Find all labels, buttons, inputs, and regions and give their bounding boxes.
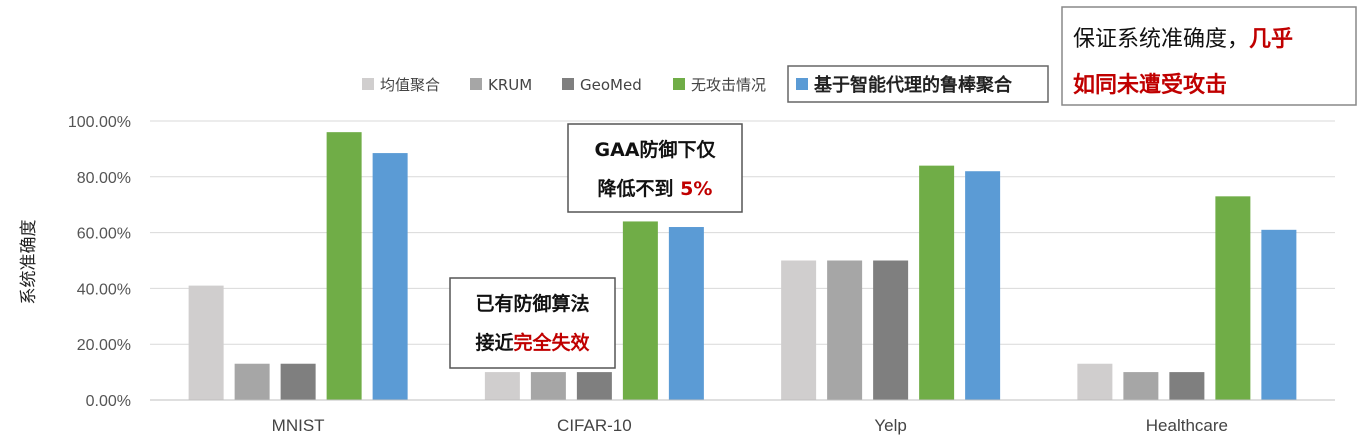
x-axis-categories: MNIST CIFAR-10 Yelp Healthcare <box>272 416 1228 435</box>
legend-label: 均值聚合 <box>380 76 440 94</box>
bars <box>188 132 1297 400</box>
legend-swatch <box>562 78 574 90</box>
x-category-label: Healthcare <box>1146 416 1228 435</box>
bar <box>781 260 817 400</box>
bar <box>827 260 863 400</box>
bar <box>484 372 520 400</box>
x-category-label: CIFAR-10 <box>557 416 632 435</box>
legend-label: 无攻击情况 <box>691 76 766 94</box>
y-tick-label: 80.00% <box>77 170 131 187</box>
annotation-box <box>567 123 743 213</box>
annotation-text: GAA防御下仅 <box>594 138 716 161</box>
annotation-text: 降低不到 5% <box>598 177 713 200</box>
bar <box>965 171 1001 400</box>
bar <box>1123 372 1159 400</box>
bar <box>919 165 955 400</box>
bar <box>280 363 316 400</box>
bar <box>1077 363 1113 400</box>
bar <box>622 221 658 400</box>
top-right-note-line2: 如同未遭受攻击 <box>1073 72 1227 98</box>
bar <box>873 260 909 400</box>
x-category-label: Yelp <box>874 416 906 435</box>
bar <box>372 153 408 400</box>
annotation-text: 已有防御算法 <box>475 292 589 315</box>
y-tick-label: 60.00% <box>77 226 131 243</box>
legend-swatch <box>362 78 374 90</box>
annotation-box <box>449 277 616 369</box>
legend-label: 基于智能代理的鲁棒聚合 <box>813 74 1013 96</box>
bar <box>326 132 362 400</box>
legend-swatch <box>470 78 482 90</box>
legend-swatch <box>796 78 808 90</box>
legend-label: KRUM <box>488 76 532 94</box>
y-tick-label: 40.00% <box>77 281 131 298</box>
bar <box>1169 372 1205 400</box>
y-axis-ticks: 0.00% 20.00% 40.00% 60.00% 80.00% 100.00% <box>68 114 131 410</box>
legend: 均值聚合 KRUM GeoMed 无攻击情况 基于智能代理的鲁棒聚合 <box>362 65 1049 103</box>
bar <box>234 363 270 400</box>
top-right-note-line1: 保证系统准确度，几乎 <box>1073 27 1293 52</box>
y-tick-label: 100.00% <box>68 114 131 131</box>
x-category-label: MNIST <box>272 416 325 435</box>
y-tick-label: 0.00% <box>86 393 131 410</box>
legend-highlight-box <box>787 65 1049 103</box>
bar <box>1215 196 1251 400</box>
top-right-note-box <box>1061 6 1357 106</box>
bar <box>576 372 612 400</box>
bar <box>1261 229 1297 400</box>
legend-label: GeoMed <box>580 76 642 94</box>
top-right-note: 保证系统准确度，几乎 如同未遭受攻击 <box>1061 6 1357 106</box>
bar <box>188 285 224 400</box>
annotation-text: 接近完全失效 <box>475 331 589 354</box>
bar <box>668 227 704 400</box>
legend-swatch <box>673 78 685 90</box>
y-axis-label: 系统准确度 <box>19 220 39 305</box>
y-tick-label: 20.00% <box>77 337 131 354</box>
bar <box>530 372 566 400</box>
